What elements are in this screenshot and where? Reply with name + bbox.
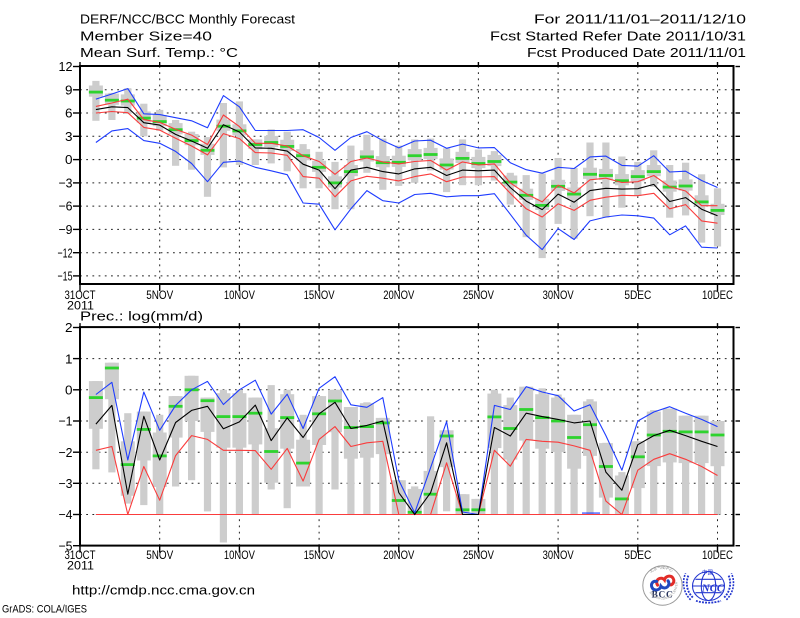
svg-text:12: 12 — [59, 59, 73, 74]
svg-text:For 2011/11/01–2011/12/10: For 2011/11/01–2011/12/10 — [534, 12, 746, 27]
svg-text:−6: −6 — [59, 199, 73, 214]
svg-text:GrADS: COLA/IGES: GrADS: COLA/IGES — [2, 604, 87, 616]
svg-text:−12: −12 — [58, 245, 73, 260]
svg-text:−15: −15 — [58, 269, 73, 284]
svg-text:Prec.: log(mm/d): Prec.: log(mm/d) — [80, 310, 203, 324]
svg-text:20NOV: 20NOV — [383, 289, 414, 302]
svg-text:中国: 中国 — [702, 569, 714, 577]
svg-text:Mean Surf. Temp.: °C: Mean Surf. Temp.: °C — [80, 45, 239, 60]
svg-text:25NOV: 25NOV — [463, 289, 494, 302]
svg-text:0: 0 — [65, 152, 73, 167]
svg-text:1: 1 — [65, 351, 73, 366]
svg-text:10DEC: 10DEC — [702, 289, 733, 302]
svg-text:BCC: BCC — [652, 591, 674, 601]
svg-text:2: 2 — [65, 320, 73, 335]
svg-text:9: 9 — [65, 82, 73, 97]
svg-text:31OCT: 31OCT — [65, 289, 96, 302]
svg-text:30NOV: 30NOV — [543, 289, 574, 302]
svg-text:−5: −5 — [59, 538, 73, 553]
svg-text:北京气候中心: 北京气候中心 — [648, 565, 674, 574]
svg-text:−3: −3 — [59, 476, 73, 491]
svg-text:−9: −9 — [59, 222, 73, 237]
svg-text:5DEC: 5DEC — [624, 549, 651, 562]
svg-text:NCC: NCC — [701, 583, 725, 595]
svg-text:10NOV: 10NOV — [224, 549, 255, 562]
svg-text:20NOV: 20NOV — [383, 549, 414, 562]
svg-text:15NOV: 15NOV — [304, 549, 335, 562]
svg-text:10NOV: 10NOV — [224, 289, 255, 302]
svg-text:−1: −1 — [59, 414, 73, 429]
svg-text:Member Size=40: Member Size=40 — [80, 29, 212, 44]
svg-text:Fcst Produced Date 2011/11/01: Fcst Produced Date 2011/11/01 — [527, 45, 746, 60]
svg-text:5NOV: 5NOV — [146, 549, 173, 562]
svg-text:http://cmdp.ncc.cma.gov.cn: http://cmdp.ncc.cma.gov.cn — [72, 583, 255, 598]
svg-text:−3: −3 — [59, 175, 73, 190]
svg-text:−4: −4 — [59, 507, 73, 522]
svg-text:5DEC: 5DEC — [624, 289, 651, 302]
svg-text:10DEC: 10DEC — [702, 549, 733, 562]
svg-text:2011: 2011 — [67, 300, 94, 313]
svg-text:15NOV: 15NOV — [304, 289, 335, 302]
svg-text:0: 0 — [65, 382, 73, 397]
svg-text:3: 3 — [65, 129, 73, 144]
svg-text:5NOV: 5NOV — [146, 289, 173, 302]
svg-text:6: 6 — [65, 106, 73, 121]
svg-text:25NOV: 25NOV — [463, 549, 494, 562]
svg-text:30NOV: 30NOV — [543, 549, 574, 562]
svg-text:DERF/NCC/BCC Monthly Forecast: DERF/NCC/BCC Monthly Forecast — [80, 12, 295, 27]
svg-text:Fcst Started Refer Date 2011/1: Fcst Started Refer Date 2011/10/31 — [490, 29, 746, 44]
svg-text:−2: −2 — [59, 445, 73, 460]
svg-text:31OCT: 31OCT — [65, 549, 96, 562]
svg-text:2011: 2011 — [67, 560, 94, 573]
